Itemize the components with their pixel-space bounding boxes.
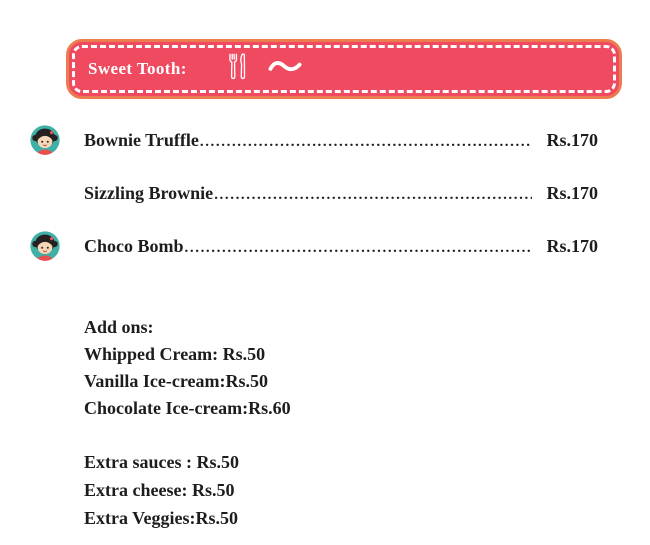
extra-line: Extra cheese: Rs.50 [84,480,235,500]
dotted-leader: ........................................… [184,240,533,256]
squiggle-icon [268,59,302,79]
addons-heading: Add ons: [84,317,154,337]
item-price: Rs.170 [546,236,598,256]
banner-content: Sweet Tooth: [69,42,619,96]
menu-item-row: Sizzling Brownie .......................… [30,178,598,208]
menu-item-row: Bownie Truffle .........................… [30,125,598,155]
fork-knife-icon [225,52,252,86]
item-price: Rs.170 [546,183,598,203]
menu-item-row: Choco Bomb .............................… [30,231,598,261]
dotted-leader: ........................................… [199,134,533,150]
item-name: Choco Bomb [84,236,184,256]
banner-icon-group [225,52,302,86]
addon-line: Chocolate Ice-cream:Rs.60 [84,398,291,418]
extras-section: Extra sauces : Rs.50 Extra cheese: Rs.50… [84,448,239,532]
extra-line: Extra sauces : Rs.50 [84,452,239,472]
item-name: Bownie Truffle [84,130,199,150]
addons-section: Add ons: Whipped Cream: Rs.50 Vanilla Ic… [84,314,291,422]
item-name: Sizzling Brownie [84,183,214,203]
girl-avatar-icon [30,125,60,155]
extra-line: Extra Veggies:Rs.50 [84,508,238,528]
menu-item-line: Bownie Truffle .........................… [84,125,598,155]
menu-item-line: Sizzling Brownie .......................… [84,178,598,208]
section-title: Sweet Tooth: [88,59,187,78]
addon-line: Whipped Cream: Rs.50 [84,344,266,364]
sweet-tooth-banner: Sweet Tooth: [66,39,622,99]
girl-avatar-icon [30,231,60,261]
addon-line: Vanilla Ice-cream:Rs.50 [84,371,268,391]
dotted-leader: ........................................… [214,187,533,203]
item-price: Rs.170 [546,130,598,150]
menu-item-line: Choco Bomb .............................… [84,231,598,261]
